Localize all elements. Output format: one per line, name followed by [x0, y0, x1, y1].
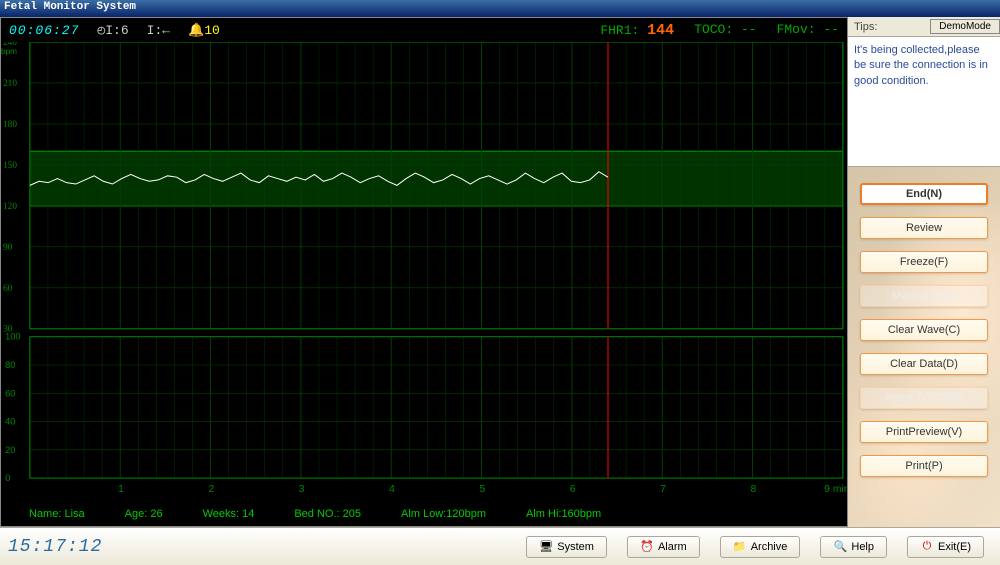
monitor-panel: 00:06:27 ◴I:6 I:← 🔔10 FHR1: 144 TOCO: --…: [0, 17, 848, 527]
sidebar: Tips: DemoMode It's being collected,plea…: [848, 17, 1000, 527]
clear-data-button[interactable]: Clear Data(D): [860, 353, 988, 375]
archive-button[interactable]: 📁Archive: [720, 536, 801, 558]
svg-text:1: 1: [118, 484, 124, 495]
manual-mark-button[interactable]: Manual Mark: [860, 285, 988, 307]
svg-text:60: 60: [3, 283, 13, 293]
system-button[interactable]: 🖥System: [526, 536, 607, 558]
indicator-bar: 00:06:27 ◴I:6 I:← 🔔10 FHR1: 144 TOCO: --…: [1, 18, 847, 42]
toco-readout: TOCO: --: [694, 22, 756, 39]
search-icon: 🔍: [833, 540, 847, 554]
fmov-readout: FMov: --: [777, 22, 839, 39]
svg-text:150: 150: [3, 160, 17, 170]
svg-text:0: 0: [5, 473, 10, 483]
title-bar: Fetal Monitor System: [0, 0, 1000, 17]
patient-age: Age: 26: [125, 508, 163, 524]
print-button[interactable]: Print(P): [860, 455, 988, 477]
tips-text: It's being collected,please be sure the …: [848, 37, 1000, 167]
clock-icon: ⏰: [640, 540, 654, 554]
app-title: Fetal Monitor System: [4, 1, 136, 13]
monitor-icon: 🖥: [539, 540, 553, 554]
patient-weeks: Weeks: 14: [203, 508, 255, 524]
alarm-hi: Alm Hi:160bpm: [526, 508, 601, 524]
svg-text:5: 5: [479, 484, 485, 495]
svg-text:20: 20: [5, 445, 15, 455]
end-button[interactable]: End(N): [860, 183, 988, 205]
demo-mode-button[interactable]: DemoMode: [930, 19, 1000, 34]
print-preview-button[interactable]: PrintPreview(V): [860, 421, 988, 443]
svg-text:40: 40: [5, 417, 15, 427]
svg-text:210: 210: [3, 78, 17, 88]
freeze-button[interactable]: Freeze(F): [860, 251, 988, 273]
help-button[interactable]: 🔍Help: [820, 536, 887, 558]
usb-icon: I:←: [147, 23, 170, 38]
svg-text:7: 7: [660, 484, 666, 495]
patient-info-row: Name: Lisa Age: 26 Weeks: 14 Bed NO.: 20…: [29, 508, 839, 524]
svg-text:6: 6: [570, 484, 576, 495]
fhr1-readout: FHR1: 144: [600, 22, 674, 39]
exit-button[interactable]: ⏻Exit(E): [907, 536, 984, 558]
tips-header: Tips: DemoMode: [848, 17, 1000, 37]
svg-text:120: 120: [3, 201, 17, 211]
svg-text:2: 2: [208, 484, 214, 495]
status-bar: 15:17:12 🖥System ⏰Alarm 📁Archive 🔍Help ⏻…: [0, 527, 1000, 565]
action-panel: End(N) Review Freeze(F) Manual Mark Clea…: [848, 167, 1000, 527]
disk-icon: ◴I:6: [97, 23, 128, 38]
svg-text:100: 100: [5, 332, 20, 342]
patient-name: Name: Lisa: [29, 508, 85, 524]
alarm-button[interactable]: ⏰Alarm: [627, 536, 700, 558]
reset-toco-button[interactable]: Reset TOCO(R): [860, 387, 988, 409]
waveform-chart: 306090120150180210240bpm0204060801001234…: [1, 42, 847, 506]
svg-text:80: 80: [5, 360, 15, 370]
patient-bed: Bed NO.: 205: [294, 508, 361, 524]
svg-text:60: 60: [5, 388, 15, 398]
bell-icon: 🔔10: [188, 23, 220, 38]
power-icon: ⏻: [920, 540, 934, 554]
system-clock: 15:17:12: [8, 537, 102, 557]
svg-text:9 min: 9 min: [824, 484, 847, 495]
tips-label: Tips:: [848, 21, 883, 33]
alarm-low: Alm Low:120bpm: [401, 508, 486, 524]
folder-icon: 📁: [733, 540, 747, 554]
svg-text:bpm: bpm: [1, 47, 17, 56]
review-button[interactable]: Review: [860, 217, 988, 239]
svg-text:4: 4: [389, 484, 395, 495]
svg-text:8: 8: [750, 484, 756, 495]
elapsed-time: 00:06:27: [9, 23, 79, 38]
svg-text:90: 90: [3, 242, 13, 252]
clear-wave-button[interactable]: Clear Wave(C): [860, 319, 988, 341]
svg-text:3: 3: [299, 484, 305, 495]
svg-text:180: 180: [3, 119, 17, 129]
